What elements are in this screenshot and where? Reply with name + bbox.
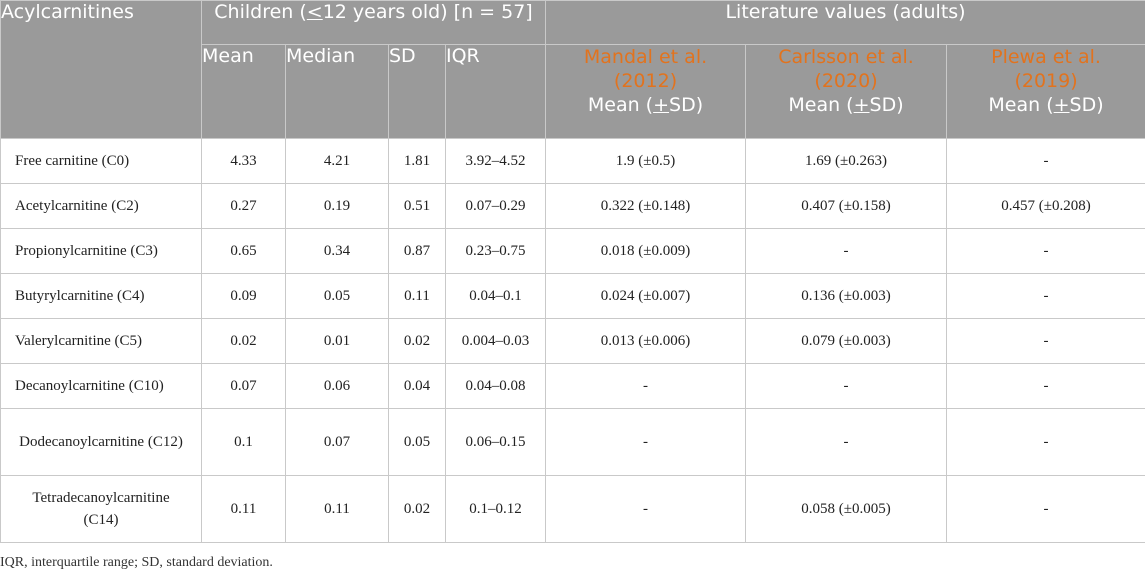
cell-plewa: - <box>946 408 1145 476</box>
cell-carlsson: 0.058 (±0.005) <box>745 475 948 543</box>
header-literature-group: Literature values (adults) <box>545 0 1145 45</box>
cell-acylcarnitine: Decanoylcarnitine (C10) <box>0 363 202 409</box>
cell-iqr: 0.04–0.1 <box>444 273 547 319</box>
header-mean: Mean <box>201 44 286 139</box>
cell-acylcarnitine: Acetylcarnitine (C2) <box>0 183 202 229</box>
cell-sd: 0.87 <box>388 228 446 274</box>
table-footnote: IQR, interquartile range; SD, standard d… <box>0 555 273 570</box>
cell-mean: 0.65 <box>201 228 286 274</box>
ref-measure: Mean (+SD) <box>988 94 1104 116</box>
cell-carlsson: - <box>745 408 948 476</box>
cell-median: 4.21 <box>285 138 389 184</box>
cell-iqr: 0.06–0.15 <box>444 408 547 476</box>
header-acylcarnitines: Acylcarnitines <box>0 0 202 139</box>
cell-acylcarnitine: Valerylcarnitine (C5) <box>0 318 202 364</box>
cell-mean: 4.33 <box>201 138 286 184</box>
cell-acylcarnitine: Free carnitine (C0) <box>0 138 202 184</box>
cell-sd: 0.02 <box>388 318 446 364</box>
cell-mandal: - <box>545 475 747 543</box>
header-median: Median <box>285 44 389 139</box>
cell-median: 0.11 <box>285 475 389 543</box>
header-children-group: Children (<12 years old) [n = 57] <box>200 0 547 45</box>
table-row: Free carnitine (C0) 4.33 4.21 1.81 3.92–… <box>0 138 1145 184</box>
cell-plewa: - <box>946 228 1145 274</box>
cell-carlsson: 1.69 (±0.263) <box>745 138 948 184</box>
cell-iqr: 0.07–0.29 <box>444 183 547 229</box>
cell-median: 0.34 <box>285 228 389 274</box>
cell-iqr: 0.04–0.08 <box>444 363 547 409</box>
ref-measure: Mean (+SD) <box>587 94 704 116</box>
cell-acylcarnitine: Propionylcarnitine (C3) <box>0 228 202 274</box>
header-ref-mandal: Mandal et al. (2012) Mean (+SD) <box>545 44 747 139</box>
cell-mandal: 0.018 (±0.009) <box>545 228 747 274</box>
cell-mean: 0.11 <box>201 475 286 543</box>
cell-plewa: - <box>946 138 1145 184</box>
cell-mandal: 1.9 (±0.5) <box>545 138 747 184</box>
cell-mandal: - <box>545 363 747 409</box>
cell-iqr: 0.23–0.75 <box>444 228 547 274</box>
ref-author-carlsson[interactable]: Carlsson et al. (2020) <box>778 46 914 92</box>
cell-carlsson: - <box>745 363 948 409</box>
cell-plewa: 0.457 (±0.208) <box>946 183 1145 229</box>
cell-median: 0.01 <box>285 318 389 364</box>
cell-plewa: - <box>946 363 1145 409</box>
table-row: Valerylcarnitine (C5) 0.02 0.01 0.02 0.0… <box>0 318 1145 364</box>
cell-iqr: 0.1–0.12 <box>444 475 547 543</box>
cell-plewa: - <box>946 273 1145 319</box>
cell-plewa: - <box>946 475 1145 543</box>
cell-acylcarnitine: Dodecanoylcarnitine (C12) <box>0 408 202 476</box>
cell-acylcarnitine: Tetradecanoylcarnitine (C14) <box>0 475 202 543</box>
header-sd: SD <box>388 44 446 139</box>
cell-mandal: 0.024 (±0.007) <box>545 273 747 319</box>
table-row: Decanoylcarnitine (C10) 0.07 0.06 0.04 0… <box>0 363 1145 409</box>
cell-sd: 0.02 <box>388 475 446 543</box>
table-row: Propionylcarnitine (C3) 0.65 0.34 0.87 0… <box>0 228 1145 274</box>
cell-mean: 0.02 <box>201 318 286 364</box>
cell-mean: 0.1 <box>201 408 286 476</box>
cell-carlsson: 0.407 (±0.158) <box>745 183 948 229</box>
cell-median: 0.19 <box>285 183 389 229</box>
cell-sd: 0.51 <box>388 183 446 229</box>
cell-sd: 0.04 <box>388 363 446 409</box>
table-row: Tetradecanoylcarnitine (C14) 0.11 0.11 0… <box>0 475 1145 543</box>
ref-author-plewa[interactable]: Plewa et al. (2019) <box>991 46 1101 92</box>
cell-iqr: 0.004–0.03 <box>444 318 547 364</box>
cell-median: 0.07 <box>285 408 389 476</box>
cell-acylcarnitine: Butyrylcarnitine (C4) <box>0 273 202 319</box>
cell-carlsson: 0.079 (±0.003) <box>745 318 948 364</box>
table-row: Acetylcarnitine (C2) 0.27 0.19 0.51 0.07… <box>0 183 1145 229</box>
ref-measure: Mean (+SD) <box>788 94 904 116</box>
cell-carlsson: 0.136 (±0.003) <box>745 273 948 319</box>
table-row: Dodecanoylcarnitine (C12) 0.1 0.07 0.05 … <box>0 408 1145 476</box>
cell-carlsson: - <box>745 228 948 274</box>
cell-mandal: 0.322 (±0.148) <box>545 183 747 229</box>
cell-iqr: 3.92–4.52 <box>444 138 547 184</box>
header-iqr: IQR <box>444 44 547 139</box>
cell-sd: 0.11 <box>388 273 446 319</box>
cell-mean: 0.27 <box>201 183 286 229</box>
cell-mean: 0.07 <box>201 363 286 409</box>
header-ref-plewa: Plewa et al. (2019) Mean (+SD) <box>946 44 1145 139</box>
header-ref-carlsson: Carlsson et al. (2020) Mean (+SD) <box>745 44 948 139</box>
acylcarnitine-table: Acylcarnitines Children (<12 years old) … <box>0 0 1145 543</box>
cell-sd: 1.81 <box>388 138 446 184</box>
ref-author-mandal[interactable]: Mandal et al. (2012) <box>583 46 708 92</box>
cell-mandal: - <box>545 408 747 476</box>
cell-plewa: - <box>946 318 1145 364</box>
cell-mandal: 0.013 (±0.006) <box>545 318 747 364</box>
table-row: Butyrylcarnitine (C4) 0.09 0.05 0.11 0.0… <box>0 273 1145 319</box>
cell-sd: 0.05 <box>388 408 446 476</box>
cell-mean: 0.09 <box>201 273 286 319</box>
cell-median: 0.05 <box>285 273 389 319</box>
cell-median: 0.06 <box>285 363 389 409</box>
